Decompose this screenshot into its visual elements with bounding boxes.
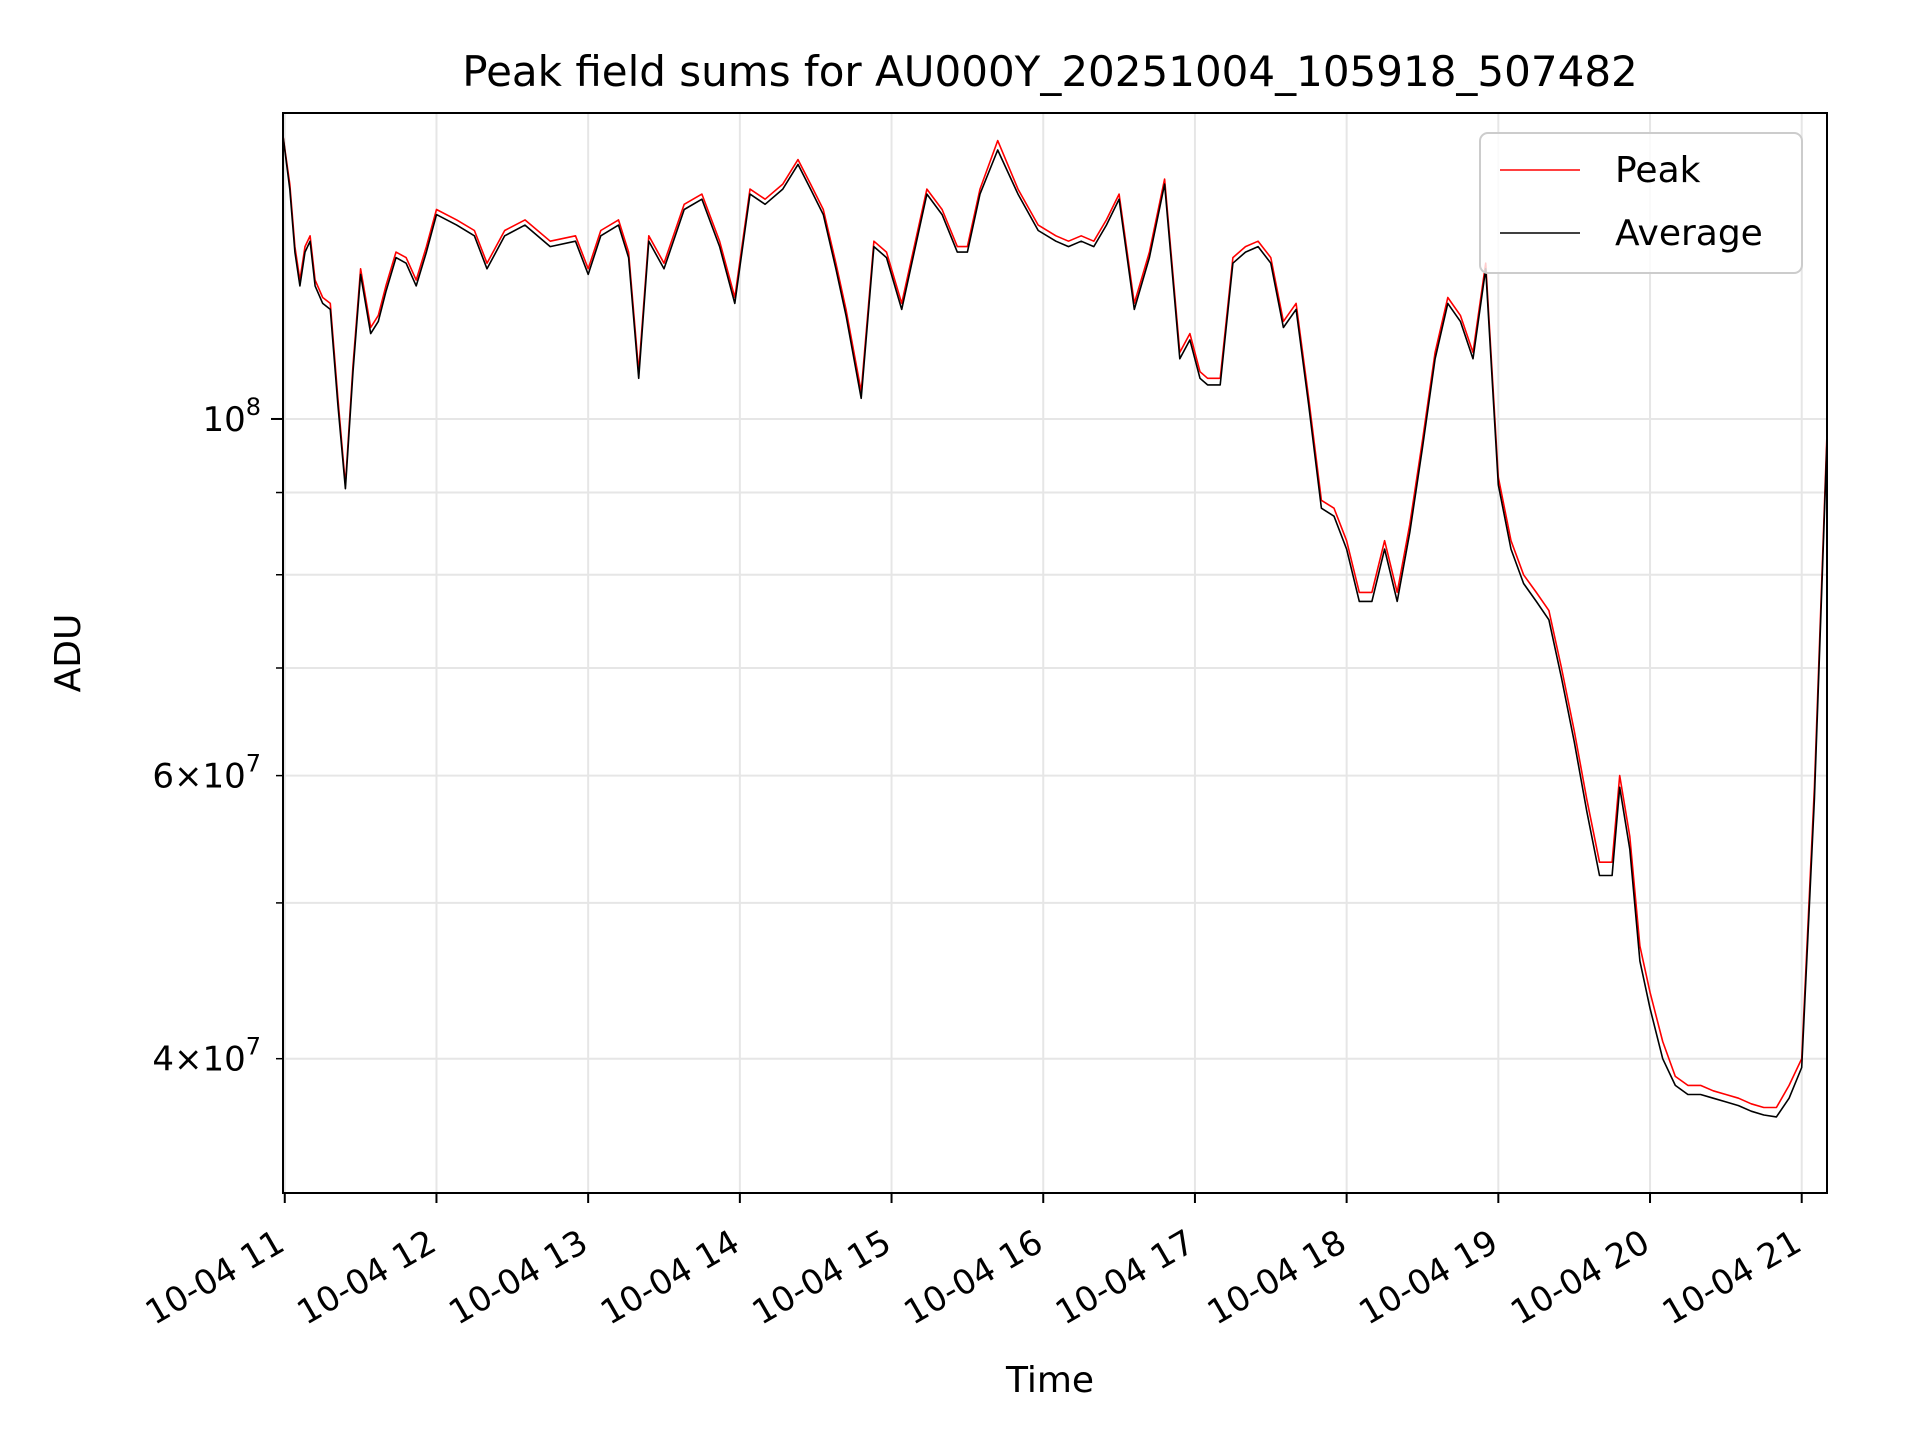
x-axis-label: Time — [1005, 1360, 1094, 1401]
series-layer — [282, 135, 1828, 1118]
legend-label-peak: Peak — [1615, 150, 1701, 191]
y-tick-label: 108 — [202, 393, 261, 440]
y-tick-label: 6×107 — [152, 750, 261, 797]
plot-frame — [282, 112, 1828, 1194]
y-axis-label: ADU — [48, 614, 89, 693]
legend-box — [1479, 132, 1803, 274]
y-axis-ticks: 108 4×107 6×107 — [152, 393, 283, 1080]
chart-title: Peak field sums for AU000Y_20251004_1059… — [462, 47, 1638, 96]
series-line-average — [282, 135, 1828, 1118]
legend: Peak Average — [1479, 132, 1803, 274]
legend-label-average: Average — [1615, 213, 1763, 254]
y-tick-label: 4×107 — [152, 1033, 261, 1080]
series-line-peak — [282, 135, 1828, 1109]
grid — [283, 113, 1827, 1193]
